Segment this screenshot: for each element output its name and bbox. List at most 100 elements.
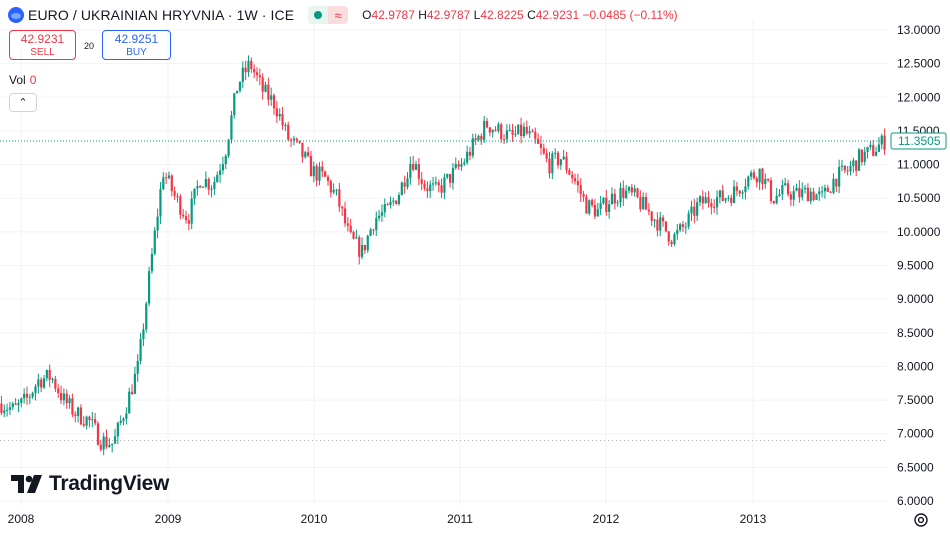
candle[interactable] — [832, 173, 835, 195]
candle[interactable] — [480, 133, 483, 145]
candle[interactable] — [76, 406, 80, 423]
candle[interactable] — [599, 195, 602, 216]
candle[interactable] — [519, 117, 523, 144]
candle[interactable] — [485, 117, 489, 129]
candle[interactable] — [11, 401, 14, 411]
candle[interactable] — [551, 151, 554, 180]
candle[interactable] — [559, 158, 562, 170]
candle[interactable] — [395, 200, 398, 205]
candle[interactable] — [17, 399, 20, 413]
candle[interactable] — [576, 173, 579, 193]
candle[interactable] — [661, 215, 665, 227]
candle[interactable] — [304, 150, 307, 159]
candle[interactable] — [173, 186, 176, 200]
candle[interactable] — [51, 377, 54, 384]
candle[interactable] — [91, 411, 94, 428]
candle[interactable] — [588, 199, 591, 216]
candle[interactable] — [150, 247, 154, 274]
candle[interactable] — [102, 432, 105, 456]
candle[interactable] — [62, 388, 65, 406]
candle[interactable] — [133, 366, 136, 395]
symbol-title[interactable]: EURO / UKRAINIAN HRYVNIA · 1W · ICE — [28, 7, 295, 23]
candle[interactable] — [105, 429, 108, 449]
candle[interactable] — [761, 167, 764, 190]
candle[interactable] — [656, 212, 659, 237]
candle[interactable] — [676, 223, 679, 240]
candle[interactable] — [477, 134, 480, 142]
candle[interactable] — [108, 437, 111, 448]
candle[interactable] — [747, 175, 750, 190]
candle[interactable] — [744, 178, 747, 200]
candle[interactable] — [34, 384, 37, 401]
sell-button[interactable]: 42.9231 SELL — [9, 30, 76, 60]
candle[interactable] — [31, 391, 34, 400]
candle[interactable] — [710, 198, 713, 215]
candle[interactable] — [65, 389, 68, 409]
candle[interactable] — [329, 179, 332, 198]
candle[interactable] — [667, 230, 670, 246]
status-pills[interactable]: ≈ — [308, 6, 349, 24]
candle[interactable] — [99, 439, 102, 452]
candle[interactable] — [721, 184, 724, 202]
candle[interactable] — [650, 211, 653, 227]
candle[interactable] — [792, 185, 795, 207]
candle[interactable] — [187, 213, 190, 231]
candle[interactable] — [849, 160, 852, 176]
candle[interactable] — [619, 182, 622, 208]
candle[interactable] — [167, 171, 171, 180]
candle[interactable] — [554, 148, 557, 159]
candle[interactable] — [767, 178, 770, 183]
candle[interactable] — [278, 108, 281, 121]
candle[interactable] — [855, 160, 858, 177]
candle[interactable] — [835, 178, 838, 193]
candle[interactable] — [275, 101, 278, 123]
tradingview-logo[interactable]: TradingView — [11, 472, 169, 496]
candle[interactable] — [502, 134, 506, 145]
candle[interactable] — [514, 126, 517, 138]
candle[interactable] — [673, 232, 676, 247]
candle[interactable] — [460, 158, 463, 171]
candle[interactable] — [610, 187, 614, 205]
candle[interactable] — [363, 244, 367, 255]
candle[interactable] — [758, 168, 761, 191]
candle[interactable] — [392, 197, 395, 206]
candle[interactable] — [786, 179, 790, 197]
candle[interactable] — [670, 239, 673, 248]
candle[interactable] — [264, 81, 267, 93]
candle[interactable] — [326, 174, 330, 186]
candle[interactable] — [352, 230, 355, 240]
candle[interactable] — [45, 369, 48, 382]
candle[interactable] — [636, 187, 639, 199]
candle[interactable] — [346, 216, 349, 232]
candle[interactable] — [877, 136, 881, 153]
candle[interactable] — [724, 197, 727, 204]
candle[interactable] — [863, 146, 866, 166]
candle[interactable] — [318, 162, 321, 186]
candle[interactable] — [809, 187, 812, 205]
candle[interactable] — [701, 190, 704, 210]
candle[interactable] — [812, 187, 815, 202]
candle[interactable] — [602, 197, 605, 205]
candle[interactable] — [869, 141, 872, 150]
candle[interactable] — [267, 77, 270, 106]
candle[interactable] — [130, 384, 134, 395]
candle[interactable] — [659, 211, 662, 237]
candle[interactable] — [866, 146, 869, 159]
candle[interactable] — [625, 184, 628, 200]
candle[interactable] — [307, 146, 310, 158]
candle[interactable] — [309, 150, 313, 177]
candle[interactable] — [556, 150, 560, 169]
candle[interactable] — [471, 133, 474, 159]
candle[interactable] — [772, 200, 775, 205]
candle[interactable] — [531, 128, 534, 133]
candle[interactable] — [20, 397, 23, 408]
candle[interactable] — [474, 133, 477, 146]
candle[interactable] — [196, 180, 199, 196]
candle[interactable] — [696, 197, 699, 222]
candle[interactable] — [284, 122, 287, 131]
market-open-icon[interactable] — [308, 6, 329, 24]
candle[interactable] — [883, 128, 886, 155]
candle[interactable] — [125, 407, 128, 425]
candle[interactable] — [448, 173, 452, 188]
